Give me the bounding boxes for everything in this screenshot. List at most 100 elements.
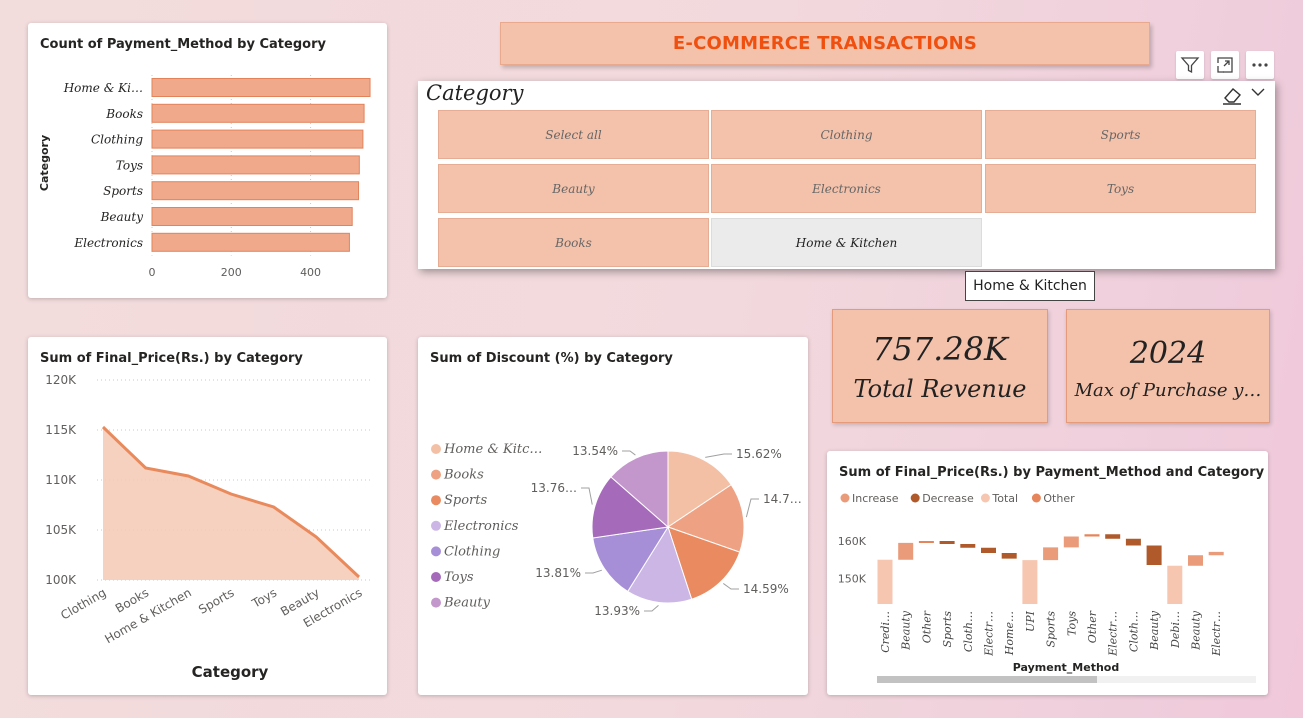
area-chart-card: Sum of Final_Price(Rs.) by Category Cate… <box>28 337 387 695</box>
dashboard-title: E-COMMERCE TRANSACTIONS <box>672 33 978 54</box>
waterfall-x-tick: Debi… <box>1169 611 1182 649</box>
slicer-title: Category <box>426 81 524 105</box>
waterfall-bar <box>918 541 934 543</box>
waterfall-x-tick: Electr… <box>983 611 996 657</box>
waterfall-legend-label: Increase <box>852 492 899 505</box>
bar-category-label: Home & Ki… <box>63 81 143 95</box>
bar-category-label: Toys <box>116 158 143 172</box>
pie-legend-marker <box>431 495 441 506</box>
area-x-tick: Clothing <box>58 585 108 622</box>
pie-legend-label: Home & Kitc… <box>443 442 542 457</box>
waterfall-legend-label: Total <box>991 492 1018 505</box>
area-y-tick: 115K <box>45 423 77 437</box>
waterfall-x-tick: Other <box>920 610 933 643</box>
focus-mode-icon <box>1217 57 1233 73</box>
waterfall-bar <box>1125 538 1141 546</box>
waterfall-chart-card: Sum of Final_Price(Rs.) by Payment_Metho… <box>827 451 1268 695</box>
pie-leader-line <box>644 605 659 612</box>
area-fill <box>103 427 359 580</box>
pie-legend-label: Beauty <box>443 596 491 611</box>
waterfall-x-tick: Electr… <box>1107 611 1120 657</box>
pie-slice <box>610 450 669 529</box>
waterfall-x-tick: UPI <box>1024 610 1037 632</box>
more-options-button[interactable] <box>1246 51 1274 79</box>
pie-data-label: 13.76… <box>531 481 577 495</box>
slicer-tile-select-all[interactable]: Select all <box>438 110 709 159</box>
category-slicer: Category Select all Clothing Sports Beau… <box>418 81 1275 269</box>
bar-x-tick: 400 <box>300 266 321 279</box>
waterfall-bar <box>960 544 976 548</box>
waterfall-x-tick: Sports <box>941 611 954 648</box>
pie-data-label: 15.62% <box>736 447 782 461</box>
bar <box>151 155 360 175</box>
waterfall-bar <box>1188 555 1203 566</box>
waterfall-bar <box>1208 551 1224 556</box>
area-x-tick: Sports <box>196 585 236 616</box>
slicer-tile-toys[interactable]: Toys <box>985 164 1256 213</box>
kpi-max-purchase-year: 2024 Max of Purchase y… <box>1066 309 1270 423</box>
bar <box>151 181 360 201</box>
slicer-tile-sports[interactable]: Sports <box>985 110 1256 159</box>
area-y-tick: 120K <box>45 373 77 387</box>
pie-leader-line <box>705 453 732 458</box>
waterfall-bar <box>1043 547 1059 561</box>
slicer-tile-books[interactable]: Books <box>438 218 709 267</box>
slicer-tile-beauty[interactable]: Beauty <box>438 164 709 213</box>
waterfall-x-tick: Credi… <box>879 611 892 653</box>
area-y-tick: 105K <box>45 523 77 537</box>
bar-category-label: Clothing <box>91 133 143 147</box>
pie-legend-label: Toys <box>444 570 474 585</box>
focus-mode-button[interactable] <box>1211 51 1239 79</box>
pie-leader-line <box>585 569 603 574</box>
pie-chart-card: Sum of Discount (%) by Category 15.62% 14… <box>418 337 808 695</box>
pie-chart: 15.62% 14.7… 14.59% 13.93% 13.81% 13.76… 13.54… <box>431 442 802 618</box>
eraser-icon[interactable] <box>1221 84 1245 106</box>
waterfall-bar <box>1084 534 1100 537</box>
slicer-tile-clothing[interactable]: Clothing <box>711 110 982 159</box>
bar-category-label: Beauty <box>100 210 144 224</box>
bar-category-label: Books <box>105 107 143 121</box>
waterfall-legend-label: Decrease <box>922 492 974 505</box>
pie-data-label: 13.93% <box>594 604 640 618</box>
waterfall-bar <box>981 547 996 553</box>
bar-chart-card: Count of Payment_Method by Category Cate… <box>28 23 387 298</box>
pie-slice <box>592 526 669 593</box>
bar <box>151 232 350 252</box>
pie-data-label: 13.54% <box>572 444 618 458</box>
bar-chart: Category 0 200 400 Home & Ki… Books Clothing T… <box>38 75 371 279</box>
slicer-tile-home-kitchen[interactable]: Home & Kitchen <box>711 218 982 267</box>
waterfall-x-tick: Beauty <box>900 610 913 651</box>
kpi-revenue-value: 757.28K <box>872 330 1008 368</box>
bar <box>151 129 364 149</box>
pie-data-label: 14.59% <box>743 582 789 596</box>
filter-icon <box>1180 57 1200 74</box>
waterfall-legend-marker <box>980 493 990 503</box>
pie-slice <box>627 525 693 604</box>
waterfall-scrollbar-thumb[interactable] <box>877 676 1097 683</box>
area-chart-x-axis-label: Category <box>192 663 269 681</box>
filter-button[interactable] <box>1176 51 1204 79</box>
waterfall-x-tick: Electr… <box>1210 611 1223 657</box>
dashboard-title-banner: E-COMMERCE TRANSACTIONS <box>500 22 1150 65</box>
pie-legend-label: Books <box>443 468 484 483</box>
slicer-tile-electronics[interactable]: Electronics <box>711 164 982 213</box>
pie-data-label: 13.81% <box>535 566 581 580</box>
chevron-down-icon[interactable] <box>1250 85 1266 99</box>
waterfall-x-tick: Beauty <box>1190 610 1203 651</box>
area-y-tick: 110K <box>45 473 77 487</box>
kpi-year-label: Max of Purchase y… <box>1074 380 1262 401</box>
pie-legend-marker <box>431 444 441 454</box>
waterfall-bar <box>1167 565 1183 604</box>
waterfall-bar <box>1105 534 1121 539</box>
pie-slice <box>591 476 670 539</box>
waterfall-bar <box>1146 545 1162 565</box>
waterfall-bar <box>898 542 914 560</box>
waterfall-bar <box>939 541 955 544</box>
waterfall-y-tick: 160K <box>838 535 867 548</box>
pie-legend-marker <box>431 572 441 582</box>
bar-category-label: Sports <box>103 184 143 198</box>
waterfall-x-tick: Beauty <box>1148 610 1161 651</box>
waterfall-bar <box>877 559 893 604</box>
pie-leader-line <box>581 487 593 505</box>
waterfall-legend-marker <box>1031 493 1041 503</box>
